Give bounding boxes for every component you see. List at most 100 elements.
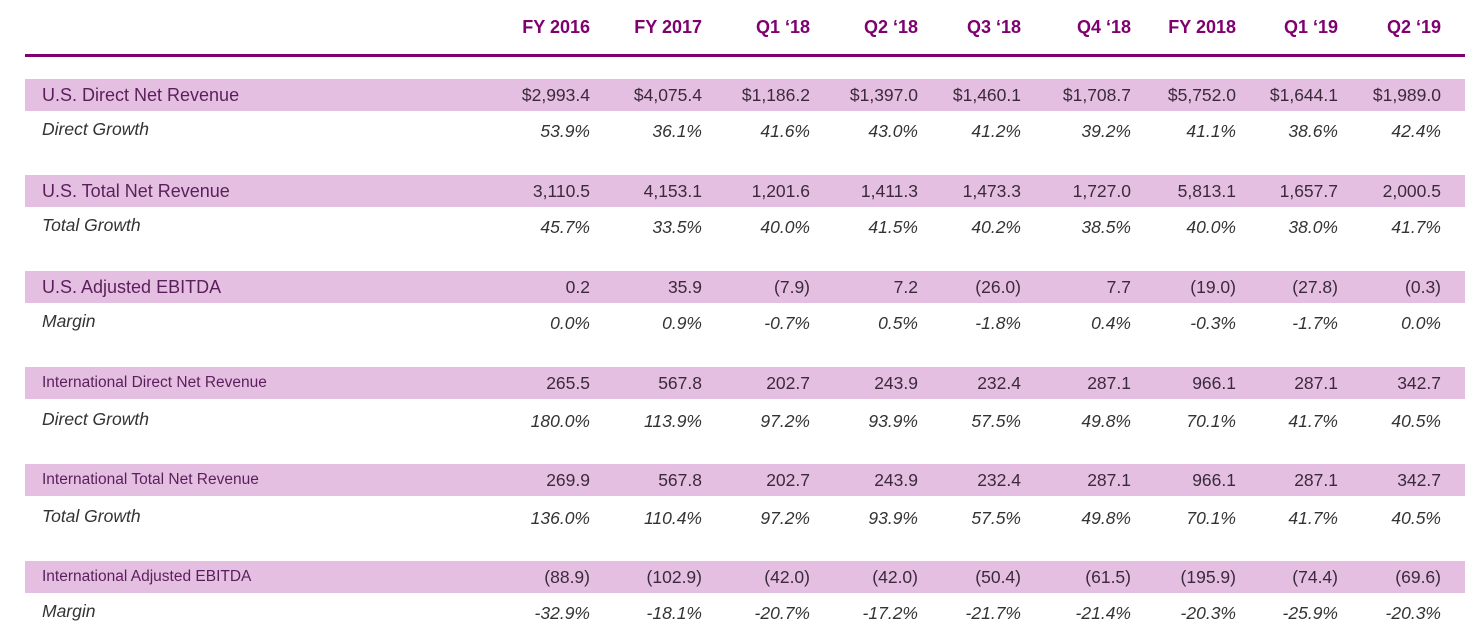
- cell: 110.4%: [643, 508, 702, 528]
- cell: (69.6): [1395, 567, 1441, 587]
- cell: 7.2: [893, 277, 918, 297]
- cell: 1,473.3: [962, 181, 1021, 201]
- cell: 4,153.1: [643, 181, 702, 201]
- column-header-fy2016: FY 2016: [522, 17, 590, 37]
- cell: 41.7%: [1288, 508, 1338, 528]
- cell: 342.7: [1397, 470, 1441, 490]
- cell: 41.1%: [1186, 121, 1236, 141]
- cell: 287.1: [1087, 470, 1131, 490]
- cell: $1,460.1: [952, 85, 1021, 105]
- metric-row-intl-total-net-revenue: International Total Net Revenue 269.9 56…: [25, 464, 1465, 496]
- cell: (19.0): [1190, 277, 1236, 297]
- column-header-q2-18: Q2 ‘18: [863, 17, 918, 37]
- sub-row-intl-direct-growth: Direct Growth 180.0% 113.9% 97.2% 93.9% …: [25, 404, 1465, 438]
- row-label: International Adjusted EBITDA: [42, 568, 252, 585]
- cell: 97.2%: [760, 508, 810, 528]
- row-label: Direct Growth: [42, 119, 149, 139]
- sub-row-intl-margin: Margin -32.9% -18.1% -20.7% -17.2% -21.7…: [25, 596, 1465, 630]
- row-label: Margin: [42, 601, 96, 621]
- cell: 287.1: [1294, 470, 1338, 490]
- cell: 33.5%: [652, 217, 702, 237]
- cell: 7.7: [1106, 277, 1131, 297]
- cell: 287.1: [1294, 373, 1338, 393]
- cell: 43.0%: [868, 121, 918, 141]
- cell: 0.5%: [878, 313, 918, 333]
- cell: $4,075.4: [633, 85, 702, 105]
- cell: 265.5: [546, 373, 590, 393]
- metric-row-intl-adjusted-ebitda: International Adjusted EBITDA (88.9) (10…: [25, 561, 1465, 593]
- row-label: International Direct Net Revenue: [42, 374, 267, 391]
- column-header-q1-19: Q1 ‘19: [1283, 17, 1338, 37]
- sub-row-intl-total-growth: Total Growth 136.0% 110.4% 97.2% 93.9% 5…: [25, 501, 1465, 535]
- cell: -21.4%: [1075, 603, 1131, 623]
- cell: $2,993.4: [521, 85, 590, 105]
- cell: $1,989.0: [1372, 85, 1441, 105]
- cell: (42.0): [872, 567, 918, 587]
- cell: -1.8%: [975, 313, 1021, 333]
- cell: 40.2%: [971, 217, 1021, 237]
- cell: 232.4: [977, 470, 1021, 490]
- cell: -21.7%: [965, 603, 1021, 623]
- metric-row-us-adjusted-ebitda: U.S. Adjusted EBITDA 0.2 35.9 (7.9) 7.2 …: [25, 271, 1465, 303]
- cell: (42.0): [764, 567, 810, 587]
- cell: 3,110.5: [532, 181, 590, 201]
- cell: 42.4%: [1391, 121, 1441, 141]
- metric-row-us-direct-net-revenue: U.S. Direct Net Revenue $2,993.4 $4,075.…: [25, 79, 1465, 111]
- cell: 287.1: [1087, 373, 1131, 393]
- row-label: U.S. Total Net Revenue: [42, 181, 230, 201]
- column-header-fy2017: FY 2017: [634, 17, 702, 37]
- cell: 966.1: [1192, 373, 1236, 393]
- row-label: Total Growth: [42, 215, 141, 235]
- row-label: Total Growth: [42, 506, 141, 526]
- cell: -0.7%: [764, 313, 810, 333]
- cell: (50.4): [975, 567, 1021, 587]
- cell: (74.4): [1292, 567, 1338, 587]
- cell: 0.4%: [1091, 313, 1131, 333]
- cell: (88.9): [544, 567, 590, 587]
- cell: 1,657.7: [1279, 181, 1338, 201]
- cell: 202.7: [766, 470, 810, 490]
- column-header-q2-19: Q2 ‘19: [1386, 17, 1441, 37]
- cell: -25.9%: [1282, 603, 1338, 623]
- cell: 5,813.1: [1177, 181, 1236, 201]
- cell: -32.9%: [534, 603, 590, 623]
- row-label: Direct Growth: [42, 409, 149, 429]
- cell: 0.0%: [1401, 313, 1441, 333]
- cell: 93.9%: [868, 411, 918, 431]
- cell: $1,708.7: [1062, 85, 1131, 105]
- row-label: International Total Net Revenue: [42, 471, 259, 488]
- cell: (26.0): [975, 277, 1021, 297]
- cell: 35.9: [667, 277, 702, 297]
- cell: $1,644.1: [1269, 85, 1338, 105]
- row-label: U.S. Adjusted EBITDA: [42, 277, 222, 297]
- financial-summary-table: FY 2016 FY 2017 Q1 ‘18 Q2 ‘18 Q3 ‘18 Q4 …: [25, 0, 1465, 642]
- cell: -17.2%: [862, 603, 918, 623]
- cell: 41.5%: [868, 217, 918, 237]
- cell: 269.9: [546, 470, 590, 490]
- cell: 1,411.3: [860, 181, 918, 201]
- cell: 36.1%: [652, 121, 702, 141]
- cell: (7.9): [774, 277, 810, 297]
- cell: 70.1%: [1186, 411, 1236, 431]
- cell: 0.0%: [550, 313, 590, 333]
- cell: 41.2%: [971, 121, 1021, 141]
- cell: 0.9%: [662, 313, 702, 333]
- cell: 70.1%: [1186, 508, 1236, 528]
- cell: 2,000.5: [1382, 181, 1441, 201]
- cell: 41.7%: [1288, 411, 1338, 431]
- row-label: Margin: [42, 311, 96, 331]
- cell: 342.7: [1397, 373, 1441, 393]
- cell: (0.3): [1405, 277, 1441, 297]
- cell: 53.9%: [540, 121, 590, 141]
- cell: 966.1: [1192, 470, 1236, 490]
- cell: -18.1%: [646, 603, 702, 623]
- row-label: U.S. Direct Net Revenue: [42, 85, 240, 105]
- cell: 243.9: [874, 470, 918, 490]
- cell: 40.0%: [760, 217, 810, 237]
- cell: 40.5%: [1391, 411, 1441, 431]
- cell: -1.7%: [1292, 313, 1338, 333]
- cell: $1,397.0: [849, 85, 918, 105]
- cell: (195.9): [1180, 567, 1236, 587]
- cell: 38.6%: [1288, 121, 1338, 141]
- cell: 1,727.0: [1072, 181, 1131, 201]
